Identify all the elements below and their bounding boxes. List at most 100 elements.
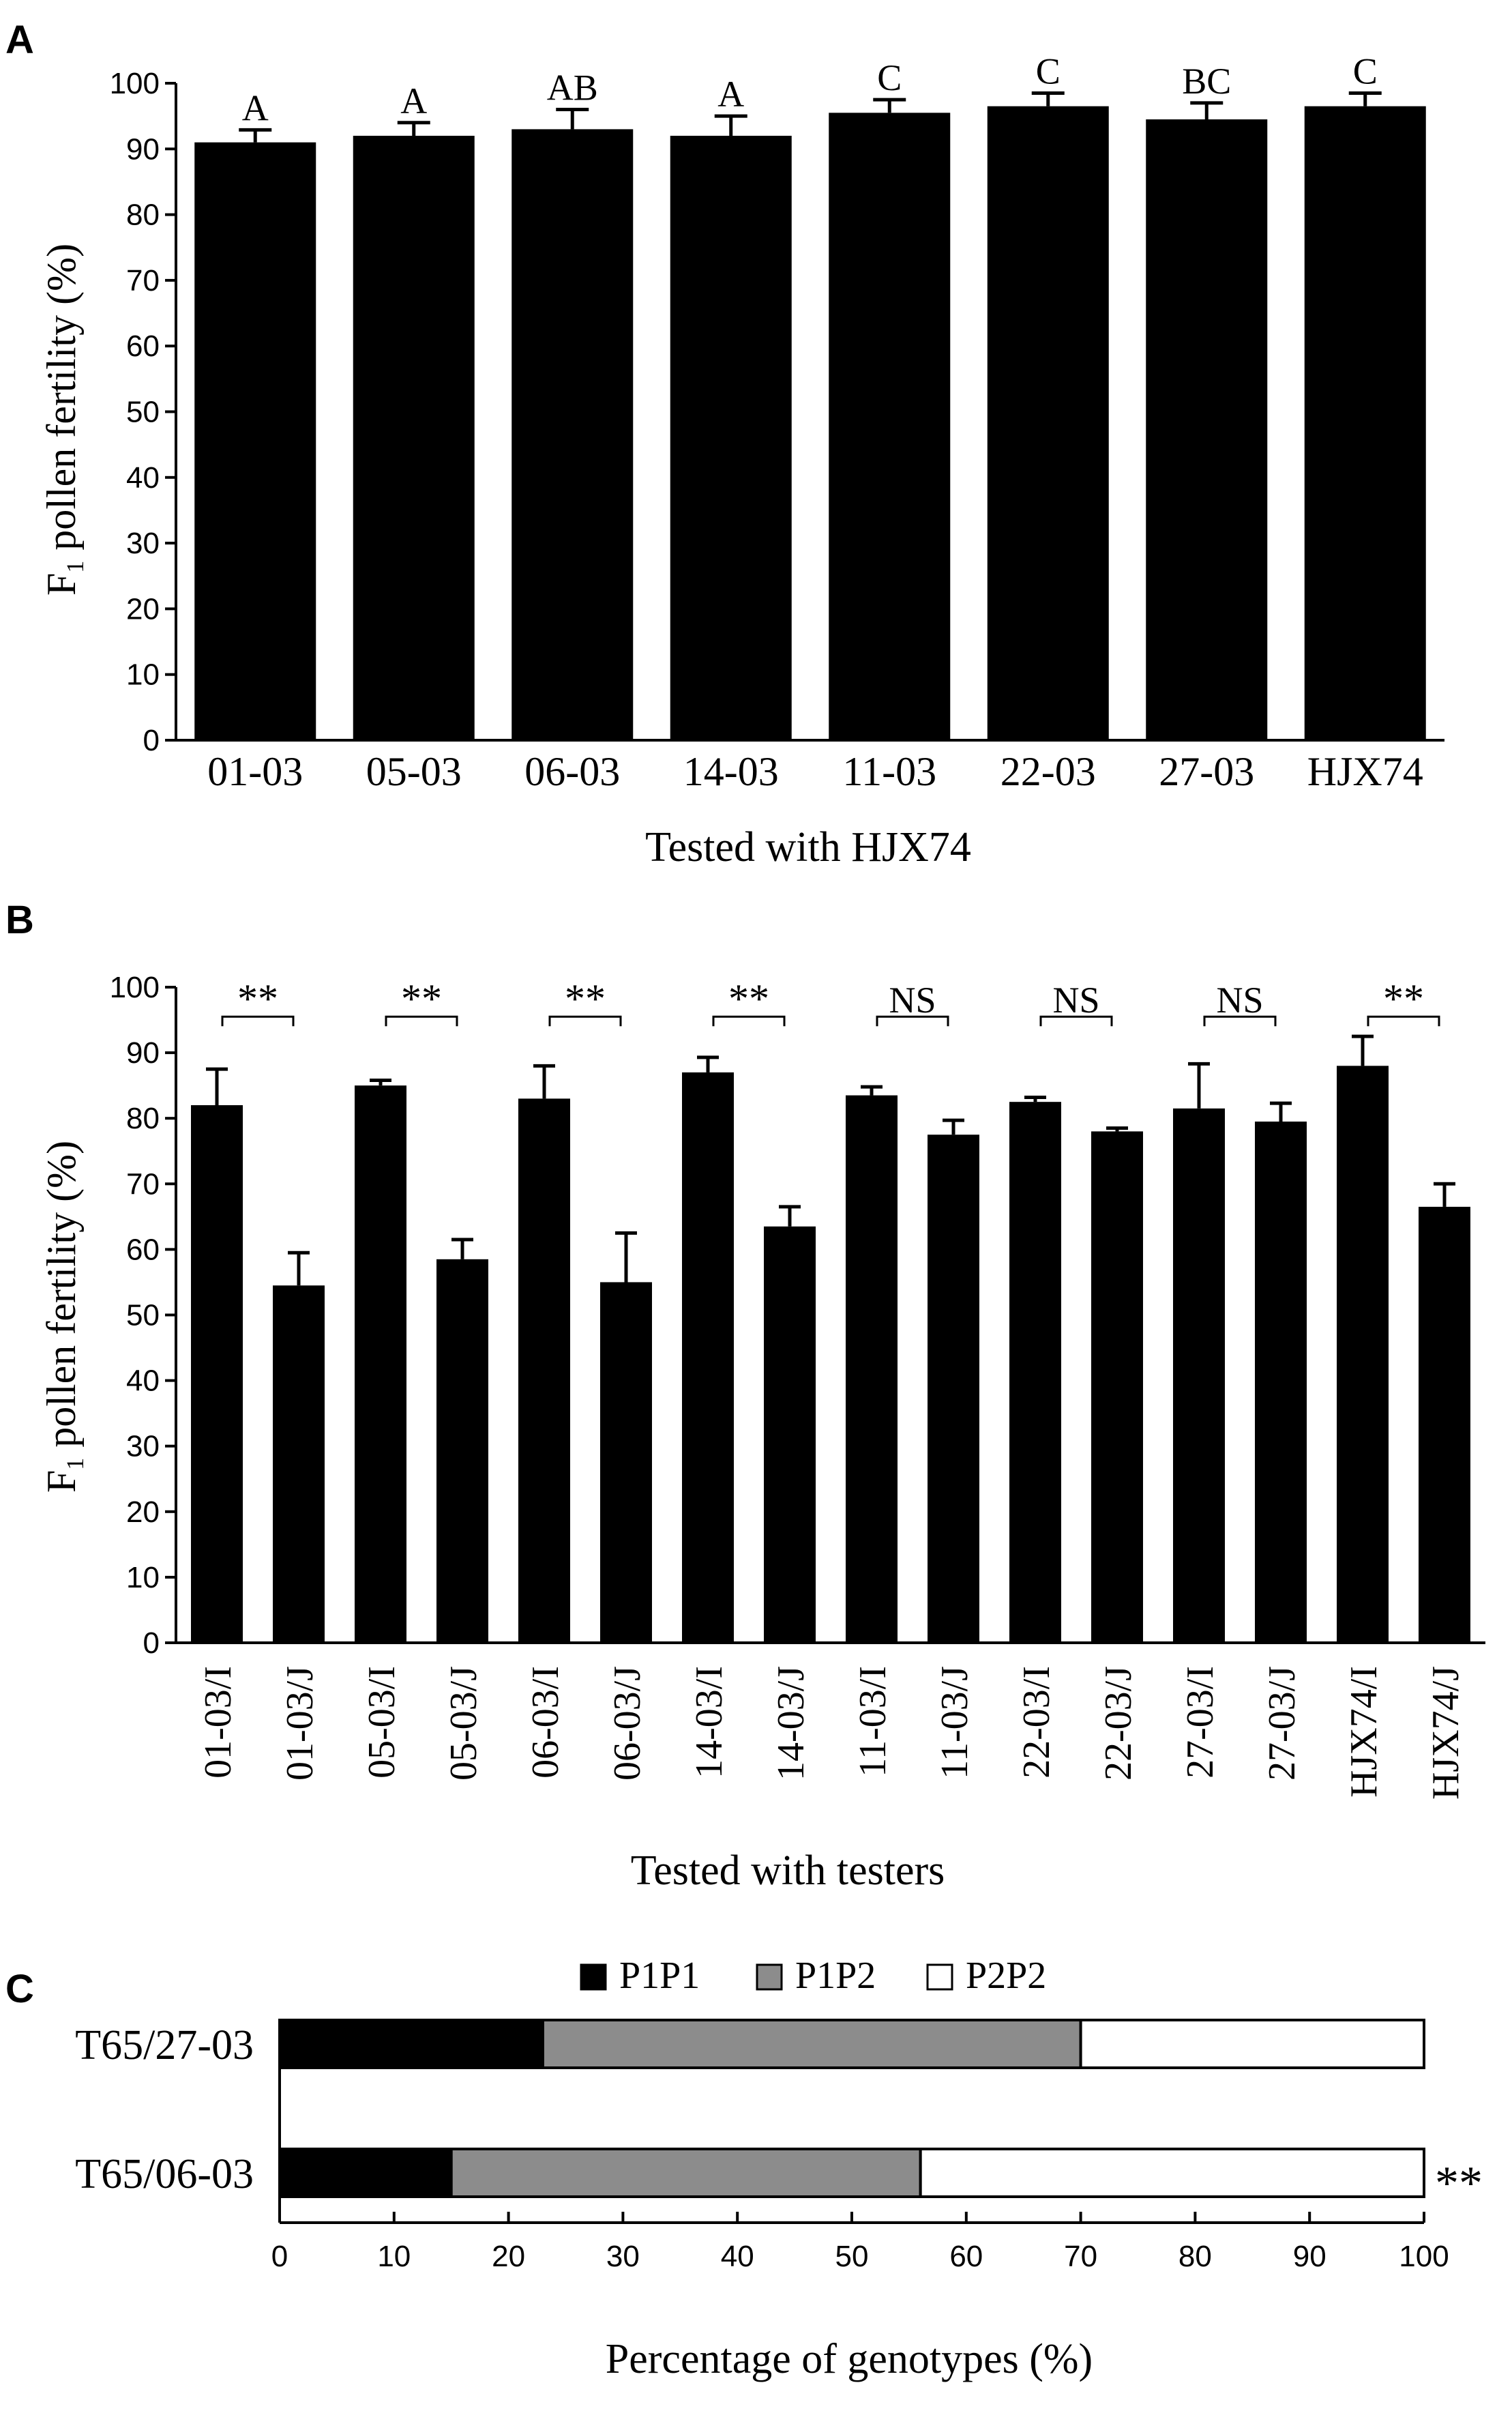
a-y-tick-label: 30	[126, 527, 160, 560]
a-x-tick-label: 06-03	[524, 749, 620, 794]
a-y-tick-label: 100	[110, 67, 160, 100]
chart-a: 0 10 20 30 40 50 60 70 80 90 100 A 01-03 A 05-03 AB 06-0…	[39, 50, 1444, 871]
b-bar	[355, 1085, 406, 1643]
b-significance-label: **	[1383, 976, 1424, 1021]
panel-c-letter: C	[5, 1967, 34, 2011]
b-x-tick-label: 14-03/J	[770, 1666, 812, 1781]
b-significance-bracket	[385, 1015, 458, 1027]
a-y-tick-label: 90	[126, 132, 160, 166]
c-row-label: T65/27-03	[75, 2022, 254, 2068]
b-significance-bracket	[1203, 1015, 1277, 1027]
b-x-tick-label: 27-03/I	[1179, 1666, 1221, 1779]
b-y-tick-label: 40	[126, 1364, 160, 1398]
b-y-tick-label: 60	[126, 1233, 160, 1266]
a-y-tick-label: 0	[143, 724, 160, 757]
a-x-tick-label: HJX74	[1307, 749, 1423, 794]
b-y-tick-label: 30	[126, 1430, 160, 1463]
b-y-title-main: F	[39, 1470, 84, 1493]
panel-a-letter: A	[5, 18, 34, 62]
c-x-tick-label: 60	[949, 2240, 983, 2273]
b-significance-bracket	[712, 1015, 786, 1027]
a-bar	[353, 136, 475, 741]
a-bar	[829, 113, 951, 740]
a-bar	[1304, 106, 1426, 740]
a-bar	[194, 142, 316, 741]
b-bar	[1009, 1102, 1061, 1643]
b-y-tick-label: 10	[126, 1561, 160, 1594]
chart-c: T65/27-03 T65/06-03 ** 0 10 20 30 40 50 60 70 80 90 1…	[75, 1955, 1483, 2382]
c-x-tick-label: 10	[377, 2240, 411, 2273]
b-x-tick-label: 11-03/I	[852, 1666, 894, 1777]
b-x-tick-label: 22-03/J	[1097, 1666, 1140, 1781]
c-legend-swatch-p1p1	[580, 1963, 607, 1991]
c-legend-swatch-p1p2	[756, 1963, 783, 1991]
c-x-axis-title: Percentage of genotypes (%)	[606, 2336, 1093, 2382]
b-y-tick-label: 0	[143, 1626, 160, 1660]
a-x-axis-title: Tested with HJX74	[645, 824, 971, 871]
a-x-tick-label: 05-03	[366, 749, 462, 794]
b-bar	[1091, 1131, 1143, 1643]
b-bar	[191, 1105, 243, 1643]
b-significance-bracket	[876, 1015, 949, 1027]
a-y-title-main: F	[39, 573, 84, 596]
b-bar	[846, 1095, 898, 1643]
b-significance-bracket	[1367, 1015, 1440, 1027]
b-significance-label: **	[565, 976, 606, 1021]
c-segment-p1p2	[449, 2148, 922, 2198]
b-bar	[436, 1259, 488, 1643]
a-group-letter: A	[242, 87, 269, 128]
a-bar	[1146, 119, 1268, 741]
b-x-axis-title: Tested with testers	[631, 1847, 945, 1894]
c-x-tick-label: 30	[606, 2240, 640, 2273]
b-y-title-rest: pollen fertility (%)	[39, 1141, 84, 1458]
b-significance-label: **	[728, 976, 769, 1021]
a-group-letter: C	[1036, 50, 1061, 91]
a-y-tick-label: 10	[126, 658, 160, 692]
b-x-tick-label: 01-03/I	[197, 1666, 239, 1779]
c-legend-label: P1P1	[619, 1955, 700, 1997]
b-y-title-sub: 1	[61, 1458, 89, 1470]
a-group-letter: A	[717, 74, 744, 115]
a-bar	[670, 136, 792, 741]
c-legend-swatch-p2p2	[926, 1963, 953, 1991]
b-x-tick-label: 22-03/I	[1016, 1666, 1058, 1779]
b-y-tick-label: 70	[126, 1167, 160, 1201]
b-y-tick-label: 90	[126, 1036, 160, 1070]
b-bar	[682, 1072, 734, 1643]
a-y-tick-label: 20	[126, 592, 160, 626]
c-segment-p2p2	[919, 2148, 1426, 2198]
c-x-tick-label: 20	[492, 2240, 525, 2273]
c-x-tick-label: 90	[1293, 2240, 1326, 2273]
c-x-tick-label: 70	[1064, 2240, 1097, 2273]
a-y-tick-label: 70	[126, 264, 160, 297]
b-bar	[1255, 1122, 1307, 1643]
b-bar	[1173, 1108, 1225, 1643]
b-significance-label: **	[237, 976, 278, 1021]
b-bar	[764, 1226, 816, 1643]
b-y-tick-label: 100	[110, 971, 160, 1004]
c-significance-mark: **	[1435, 2157, 1483, 2210]
a-y-title-rest: pollen fertility (%)	[39, 244, 84, 561]
b-x-tick-label: 06-03/I	[524, 1666, 567, 1779]
b-significance-label: NS	[1052, 980, 1099, 1021]
b-x-tick-label: 27-03/J	[1261, 1666, 1303, 1781]
a-x-tick-label: 11-03	[842, 749, 936, 794]
b-y-axis-title: F1 pollen fertility (%)	[39, 1141, 89, 1493]
a-group-letter: A	[400, 81, 427, 121]
a-group-letter: AB	[547, 68, 598, 108]
b-bar	[1419, 1206, 1470, 1643]
a-group-letter: BC	[1182, 61, 1231, 102]
b-bar	[1337, 1066, 1389, 1643]
b-x-tick-label: 06-03/J	[606, 1666, 649, 1781]
a-bar	[512, 129, 634, 740]
b-x-tick-label: HJX74/J	[1425, 1666, 1467, 1800]
c-legend-label: P2P2	[966, 1955, 1046, 1997]
a-x-tick-label: 27-03	[1159, 749, 1254, 794]
a-y-axis-title: F1 pollen fertility (%)	[39, 244, 89, 596]
b-significance-bracket	[548, 1015, 622, 1027]
a-x-tick-label: 22-03	[1000, 749, 1096, 794]
b-x-tick-label: HJX74/I	[1343, 1666, 1385, 1798]
chart-b: 0 10 20 30 40 50 60 70 80 90 100 01-03/I 01-03/J 05-0…	[39, 971, 1485, 1894]
b-bar	[600, 1282, 652, 1643]
b-y-tick-label: 80	[126, 1102, 160, 1135]
